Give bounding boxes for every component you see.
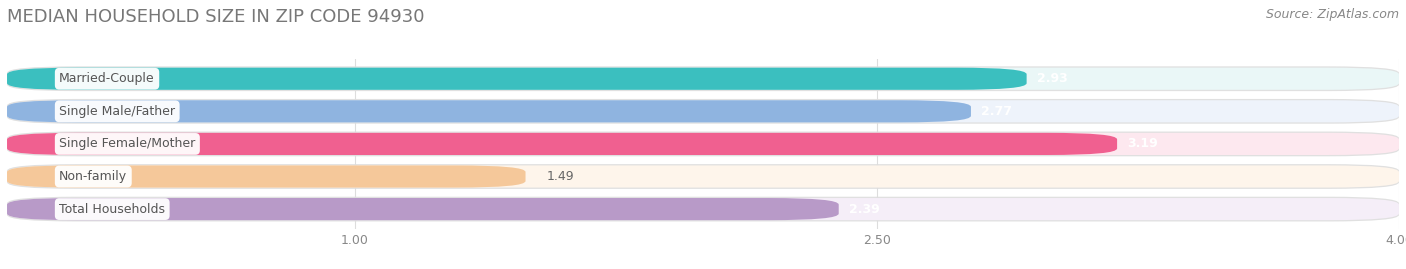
FancyBboxPatch shape	[7, 68, 1026, 90]
FancyBboxPatch shape	[7, 132, 1399, 156]
FancyBboxPatch shape	[7, 197, 1399, 221]
Text: 2.93: 2.93	[1038, 72, 1067, 85]
Text: MEDIAN HOUSEHOLD SIZE IN ZIP CODE 94930: MEDIAN HOUSEHOLD SIZE IN ZIP CODE 94930	[7, 8, 425, 26]
Text: 2.77: 2.77	[981, 105, 1012, 118]
FancyBboxPatch shape	[7, 99, 1399, 124]
Text: Single Female/Mother: Single Female/Mother	[59, 137, 195, 150]
FancyBboxPatch shape	[7, 165, 1399, 187]
FancyBboxPatch shape	[7, 164, 1399, 189]
FancyBboxPatch shape	[7, 100, 1399, 122]
Text: Source: ZipAtlas.com: Source: ZipAtlas.com	[1265, 8, 1399, 21]
FancyBboxPatch shape	[7, 198, 1399, 220]
Text: Non-family: Non-family	[59, 170, 128, 183]
Text: 3.19: 3.19	[1128, 137, 1159, 150]
Text: Total Households: Total Households	[59, 203, 166, 215]
FancyBboxPatch shape	[7, 100, 972, 122]
Text: 1.49: 1.49	[547, 170, 574, 183]
Text: Married-Couple: Married-Couple	[59, 72, 155, 85]
FancyBboxPatch shape	[7, 66, 1399, 91]
FancyBboxPatch shape	[7, 165, 526, 187]
FancyBboxPatch shape	[7, 198, 839, 220]
Text: 2.39: 2.39	[849, 203, 880, 215]
Text: Single Male/Father: Single Male/Father	[59, 105, 176, 118]
FancyBboxPatch shape	[7, 68, 1399, 90]
FancyBboxPatch shape	[7, 133, 1118, 155]
FancyBboxPatch shape	[7, 133, 1399, 155]
